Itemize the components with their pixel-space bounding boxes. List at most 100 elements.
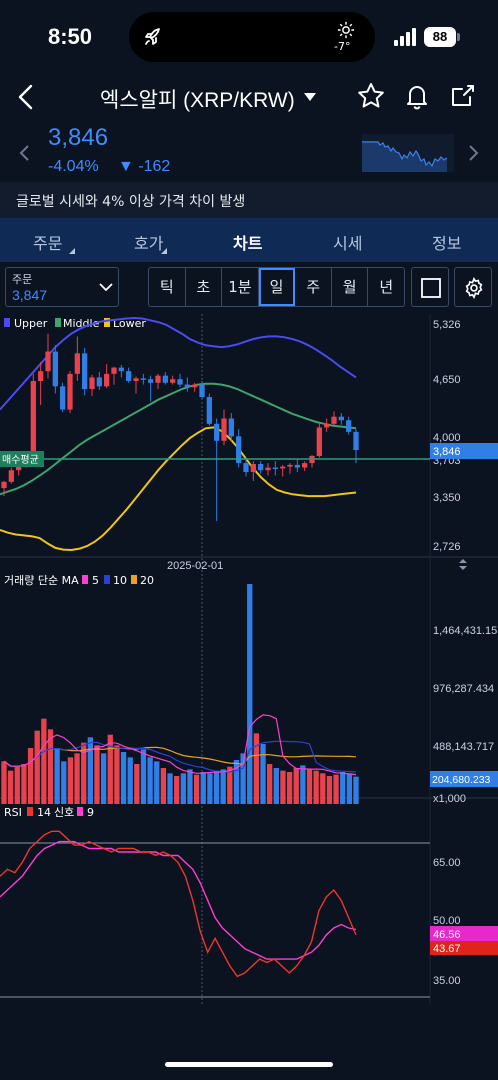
tab-info[interactable]: 정보 [432, 234, 462, 253]
volume-bar [326, 776, 333, 804]
volume-bar [41, 718, 47, 804]
legend-middle-label: Middle [63, 317, 100, 330]
caret-down-icon[interactable] [303, 92, 317, 102]
prev-coin-icon[interactable] [18, 144, 30, 162]
page-title[interactable]: 엑스알피 (XRP/KRW) [100, 89, 295, 112]
period-day[interactable]: 일 [258, 268, 296, 306]
volume-bar [167, 773, 173, 804]
volume-bar [94, 745, 100, 804]
candle-body [287, 464, 293, 467]
volume-bar [160, 768, 167, 804]
rsi-tick: 35.00 [433, 975, 461, 987]
tab-order[interactable]: 주문 [33, 234, 63, 253]
candle-body [177, 379, 183, 385]
period-week[interactable]: 주 [295, 268, 332, 306]
candle-body [140, 378, 146, 380]
volume-bar [1, 761, 7, 804]
volume-bar [353, 776, 359, 804]
volume-bar [200, 772, 206, 804]
bell-icon[interactable] [402, 81, 432, 111]
chart-settings-button[interactable] [454, 267, 492, 307]
candle-body [338, 416, 344, 421]
next-coin-icon[interactable] [468, 144, 480, 162]
price-tick: 4,650 [433, 374, 461, 386]
price-tick: 3,350 [433, 492, 461, 504]
volume-bar [293, 768, 299, 804]
candle-body [214, 423, 220, 441]
volume-bar [213, 770, 220, 804]
rsi-signal-line [0, 840, 357, 960]
price-chart[interactable]: Upper Middle Lower 매수평균 5,326 4,650 4,00… [0, 314, 498, 1004]
volume-bar [120, 752, 127, 804]
tab-market[interactable]: 시세 [333, 234, 363, 253]
period-year[interactable]: 년 [379, 278, 394, 296]
candle-body [126, 371, 132, 381]
price-summary: 3,846 -4.04% ▼ -162 [0, 120, 498, 182]
rsi-lines [0, 830, 357, 978]
rsi-signal-period: 9 [87, 806, 94, 819]
volume-unit: x1,000 [433, 793, 466, 805]
square-icon [421, 278, 441, 298]
star-icon[interactable] [356, 81, 386, 111]
candle-body [353, 431, 359, 451]
period-selector: 틱 초 1분 일 주 월 년 [148, 267, 405, 307]
volume-bar [27, 748, 34, 804]
volume-ma5-label: 5 [92, 574, 99, 587]
legend-upper-label: Upper [14, 317, 48, 330]
volume-ma10-swatch [104, 575, 110, 584]
rsi-swatch [27, 807, 33, 816]
candle-body [272, 467, 278, 470]
order-type-select[interactable]: 주문 3,847 [5, 267, 119, 307]
candle-body [16, 464, 22, 471]
period-month[interactable]: 월 [332, 268, 369, 306]
bollinger-lower-line [0, 426, 357, 552]
volume-tick: 976,287.434 [433, 683, 494, 695]
volume-bar [253, 733, 260, 804]
volume-bar [300, 765, 306, 804]
bollinger-upper-line [0, 316, 357, 411]
change-amount: ▼ -162 [118, 158, 171, 175]
volume-bar [67, 757, 74, 804]
candle-body [316, 427, 322, 456]
volume-bar [87, 737, 93, 804]
legend-lower-label: Lower [113, 317, 146, 330]
fullscreen-button[interactable] [411, 267, 449, 307]
volume-bar [180, 773, 186, 804]
volume-bar [286, 772, 293, 804]
back-icon[interactable] [14, 83, 38, 111]
status-time: 8:50 [48, 24, 93, 49]
period-tick[interactable]: 틱 [149, 268, 186, 306]
volume-bar [174, 776, 180, 804]
volume-bar [193, 774, 200, 804]
tab-order-caret-icon [69, 248, 75, 254]
volume-bar [127, 757, 133, 804]
candle-body [155, 375, 161, 383]
candle-body [228, 418, 234, 437]
period-second[interactable]: 초 [186, 268, 223, 306]
volume-bars [1, 584, 359, 804]
tab-orderbook[interactable]: 호가 [134, 234, 164, 253]
volume-bar [134, 764, 140, 804]
candle-body [82, 353, 88, 390]
pane-resize-icon[interactable] [459, 559, 467, 570]
candle-body [243, 463, 249, 473]
legend-upper-swatch [4, 318, 10, 327]
volume-bar [147, 757, 153, 804]
mini-chart[interactable] [362, 134, 454, 172]
tab-chart[interactable]: 차트 [233, 234, 263, 253]
volume-bar [247, 584, 253, 804]
candle-body [104, 373, 110, 387]
rsi-line [0, 830, 357, 978]
share-icon[interactable] [448, 81, 478, 111]
period-minute[interactable]: 1분 [222, 268, 259, 306]
candle-body [111, 367, 117, 374]
volume-axis: 1,464,431.151 976,287.434 488,143.717 20… [430, 625, 498, 805]
volume-ma10-label: 10 [113, 574, 127, 587]
volume-tick: 488,143.717 [433, 741, 494, 753]
volume-bar [346, 773, 353, 804]
tab-orderbook-caret-icon [161, 248, 167, 254]
volume-bar [54, 748, 60, 804]
volume-bar [114, 745, 120, 804]
candle-body [118, 367, 124, 372]
app-header: 엑스알피 (XRP/KRW) [0, 75, 498, 120]
